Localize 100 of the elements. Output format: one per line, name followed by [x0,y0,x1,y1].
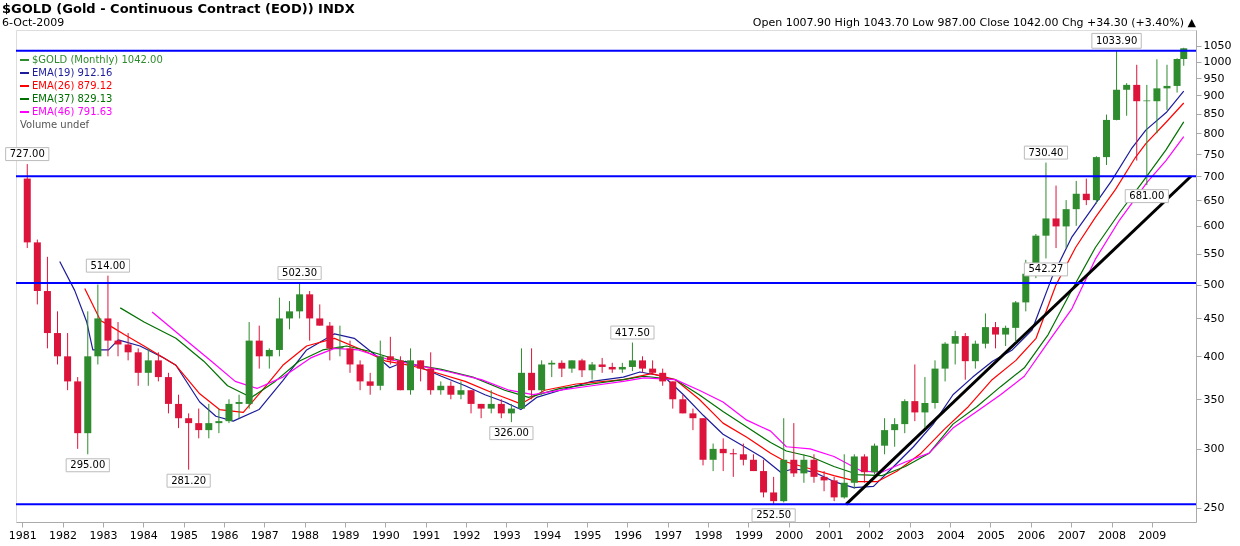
y-tick-label: 300 [1203,442,1225,456]
annotation: Volume undef [20,119,90,130]
candlestick [578,358,586,378]
x-tick-label: 1997 [654,528,683,542]
y-tick-label: 850 [1203,107,1225,121]
annotation: 514.00 [90,259,126,271]
candlestick [467,389,475,414]
candlestick [215,408,223,434]
candlestick [316,303,324,327]
candlestick [528,347,536,400]
legend-label: EMA(26) 879.12 [32,80,113,91]
candlestick [1082,178,1090,206]
x-tick-label: 2007 [1057,528,1086,542]
candlestick [881,417,889,455]
candlestick [981,312,989,349]
annotation: 681.00 [1129,190,1165,202]
legend-label: EMA(37) 829.13 [32,93,113,104]
annotation: 326.00 [493,427,529,439]
y-tick-label: 800 [1203,126,1225,140]
candlestick [1072,180,1080,227]
chart-subtitle: 6-Oct-2009 [2,16,65,29]
x-tick-label: 1990 [371,528,400,542]
candlestick [386,336,394,365]
annotation: 502.30 [282,267,318,279]
candlestick [971,340,979,370]
candlestick [255,325,263,370]
x-tick-label: 1991 [412,528,441,542]
y-tick-label: 750 [1203,147,1225,161]
x-tick-label: 1992 [452,528,481,542]
candlestick [770,476,778,505]
candlestick [830,476,838,502]
x-tick-label: 1985 [170,528,199,542]
candlestick [1062,199,1070,249]
candlestick [285,300,293,330]
x-tick-label: 1993 [492,528,521,542]
x-tick-label: 2000 [775,528,804,542]
x-tick-label: 2001 [815,528,844,542]
candlestick [911,363,919,422]
candlestick [891,417,899,448]
candlestick [487,389,495,414]
y-tick-label: 650 [1203,193,1225,207]
y-tick-label: 350 [1203,392,1225,406]
x-tick-label: 1995 [573,528,602,542]
candlestick [447,380,455,400]
candlestick [417,359,425,382]
candlestick [901,398,909,434]
y-tick-label: 700 [1203,169,1225,183]
chart-title: $GOLD (Gold - Continuous Contract (EOD)) INDX [2,1,355,16]
x-tick-label: 1999 [734,528,763,542]
candlestick [951,330,959,365]
candlestick [840,453,848,500]
legend-label: EMA(19) 912.16 [32,67,113,78]
x-tick-label: 2008 [1098,528,1127,542]
x-tick-label: 1996 [613,528,642,542]
candlestick [205,403,213,439]
y-tick-label: 1050 [1203,39,1232,53]
candlestick [265,347,273,370]
candlestick [1052,185,1060,249]
x-tick-label: 2003 [896,528,925,542]
x-tick-label: 2004 [936,528,965,542]
candlestick [669,380,677,410]
x-tick-label: 1983 [89,528,118,542]
candlestick [54,310,62,365]
candlestick [225,398,233,424]
candlestick [296,282,304,319]
candlestick [356,359,364,391]
x-tick-label: 2009 [1138,528,1167,542]
candlestick [1143,84,1151,186]
candlestick [457,380,465,400]
candlestick [326,321,334,361]
y-tick-label: 400 [1203,349,1225,363]
legend-label: EMA(46) 791.63 [32,106,113,117]
candlestick [477,403,485,419]
y-tick-label: 550 [1203,247,1225,261]
candlestick [810,453,818,484]
annotation: 417.50 [614,326,650,338]
y-tick-label: 250 [1203,501,1225,515]
candlestick [588,361,596,381]
candlestick [346,340,354,374]
x-tick-label: 2002 [855,528,884,542]
y-tick-label: 1000 [1203,55,1232,69]
x-tick-label: 1982 [49,528,78,542]
candlestick [154,351,162,382]
x-tick-label: 1989 [331,528,360,542]
candlestick [195,408,203,439]
annotation: 1033.90 [1095,34,1138,46]
candlestick [1153,58,1161,134]
candlestick [497,398,505,419]
y-tick-label: 500 [1203,278,1225,292]
legend-label: $GOLD (Monthly) 1042.00 [32,54,163,65]
y-tick-label: 450 [1203,311,1225,325]
candlestick [992,321,1000,349]
y-tick-label: 950 [1203,71,1225,85]
candlestick [1133,64,1141,162]
annotation: 542.27 [1028,263,1064,275]
candlestick [1042,162,1050,259]
x-tick-label: 2005 [976,528,1005,542]
x-tick-label: 1998 [694,528,723,542]
candlestick [124,332,132,361]
candlestick [800,453,808,484]
